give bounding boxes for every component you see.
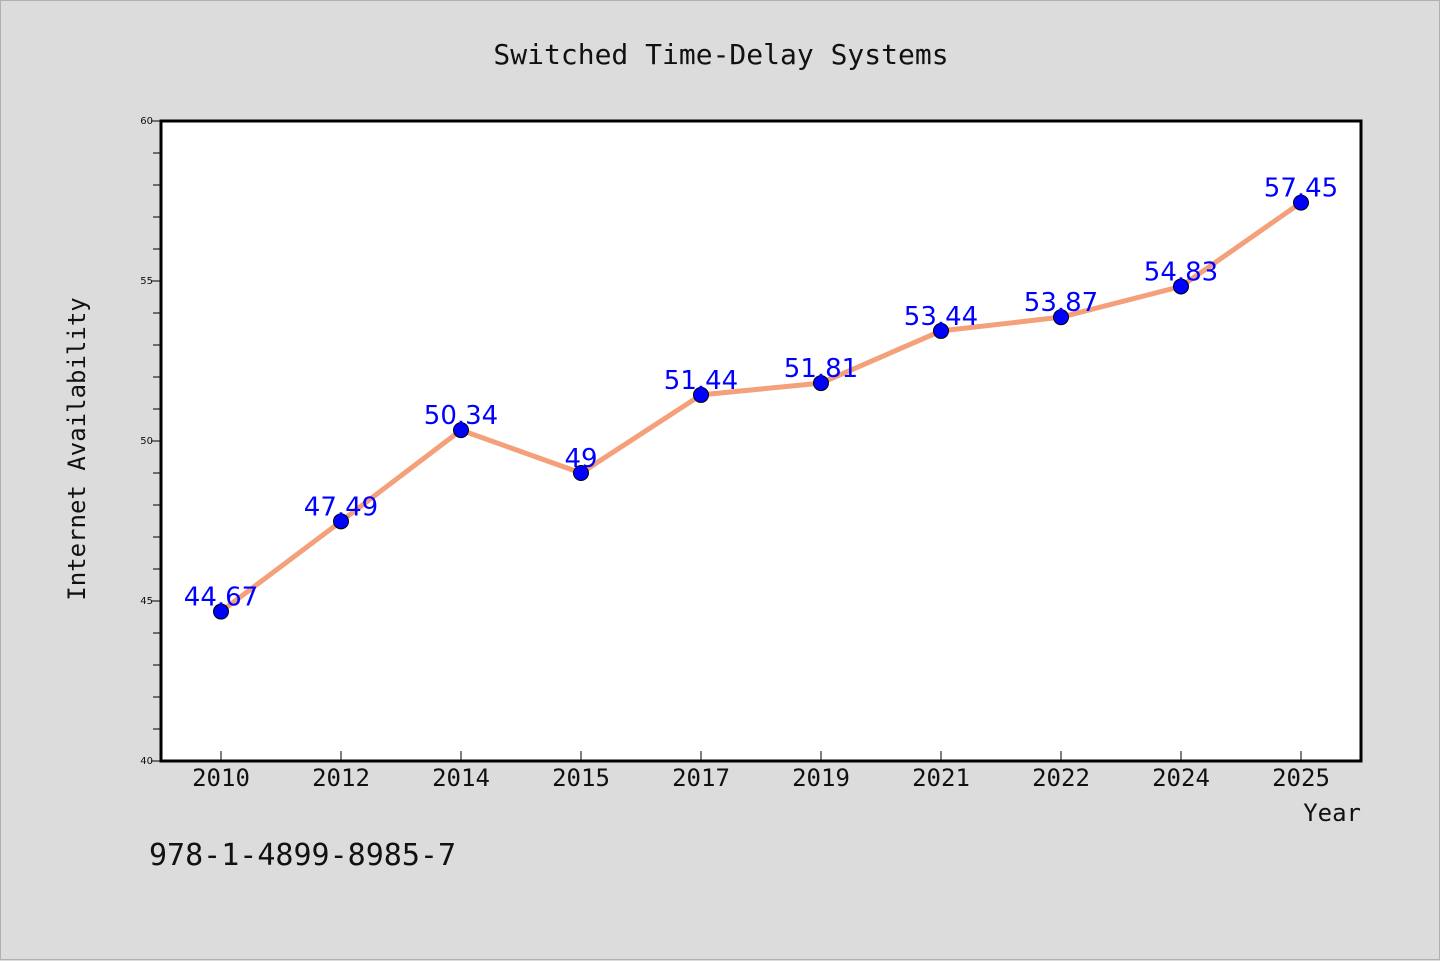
data-point	[1293, 194, 1309, 211]
data-point	[333, 513, 349, 530]
x-tick-label: 2022	[1032, 764, 1090, 792]
data-label: 44.67	[184, 583, 258, 613]
x-axis-label: Year	[1303, 799, 1361, 827]
x-tick-label: 2015	[552, 764, 610, 792]
data-labels: 44.67 47.49 50.34 49 51.44 51.81 53.44 53.87 54.…	[184, 174, 1338, 613]
chart-title: Switched Time-Delay Systems	[493, 38, 948, 71]
y-tick-label: 50	[140, 436, 153, 447]
data-markers	[213, 194, 1309, 620]
data-point	[1173, 278, 1189, 295]
y-major-ticks: 40 45 50 55 60	[140, 116, 161, 767]
plot-area	[161, 121, 1361, 761]
y-tick-label: 40	[140, 756, 153, 767]
x-tick-label: 2010	[192, 764, 250, 792]
x-tick-label: 2017	[672, 764, 730, 792]
data-point	[453, 422, 469, 439]
y-tick-label: 55	[140, 276, 153, 287]
plot-border	[159, 119, 1363, 763]
data-label: 49	[564, 444, 597, 474]
x-tick-label: 2019	[792, 764, 850, 792]
x-ticks: 2010 2012 2014 2015 2017 2019 2021 2022 2024 2025	[192, 751, 1330, 792]
data-label: 47.49	[304, 492, 378, 522]
data-label: 51.81	[784, 354, 858, 384]
data-point	[1053, 309, 1069, 326]
data-label: 51.44	[664, 366, 738, 396]
data-point	[573, 465, 589, 481]
data-point	[213, 603, 229, 620]
series-line	[218, 200, 1304, 615]
isbn-text: 978-1-4899-8985-7	[149, 838, 456, 873]
data-label: 54.83	[1144, 257, 1218, 287]
y-axis-label: Internet Availability	[63, 297, 91, 600]
data-label: 57.45	[1264, 174, 1338, 204]
y-tick-label: 45	[140, 596, 153, 607]
data-label: 50.34	[424, 401, 498, 431]
x-tick-label: 2021	[912, 764, 970, 792]
data-point	[813, 375, 829, 392]
data-point	[693, 386, 709, 403]
x-tick-label: 2012	[312, 764, 370, 792]
x-tick-label: 2025	[1272, 764, 1330, 792]
data-label: 53.44	[904, 302, 978, 332]
data-label: 53.87	[1024, 288, 1098, 318]
x-tick-label: 2014	[432, 764, 490, 792]
data-point	[933, 322, 949, 339]
y-tick-label: 60	[140, 116, 153, 127]
x-tick-label: 2024	[1152, 764, 1210, 792]
